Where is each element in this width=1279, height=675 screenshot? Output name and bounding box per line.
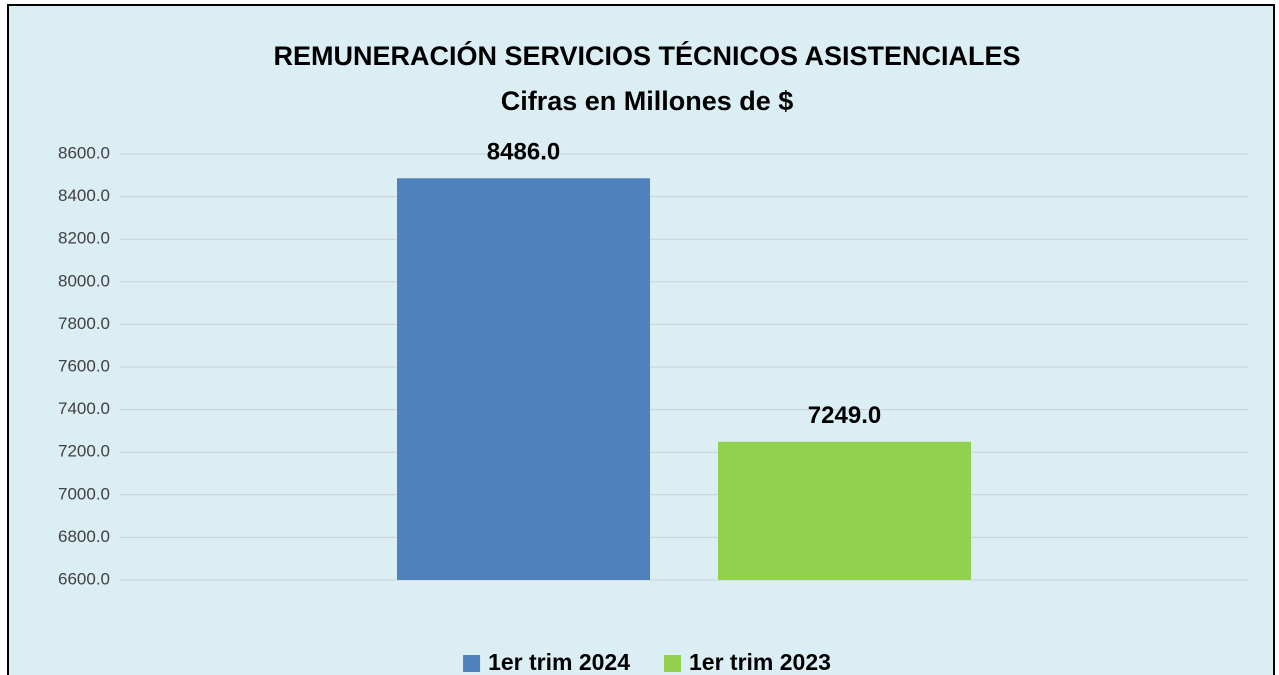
legend-swatch [463,655,481,672]
y-tick-label: 8000.0 [58,271,110,290]
y-tick-label: 7000.0 [58,484,110,503]
chart-title: REMUNERACIÓN SERVICIOS TÉCNICOS ASISTENC… [273,40,1020,71]
y-tick-label: 7800.0 [58,314,110,333]
chart-subtitle: Cifras en Millones de $ [501,86,794,116]
legend-label: 1er trim 2023 [689,649,831,675]
y-tick-label: 8600.0 [58,143,110,162]
bar [718,441,971,580]
y-tick-label: 8400.0 [58,186,110,205]
data-label: 8486.0 [487,139,560,166]
legend-swatch [664,655,681,672]
y-tick-label: 7400.0 [58,399,110,418]
data-label: 7249.0 [808,402,881,429]
y-tick-label: 7600.0 [58,356,110,375]
y-tick-label: 6800.0 [58,527,110,546]
y-tick-label: 7200.0 [58,442,110,461]
bar [397,178,650,581]
legend-label: 1er trim 2024 [488,649,630,675]
y-tick-label: 8200.0 [58,229,110,248]
y-tick-label: 6600.0 [58,569,110,588]
